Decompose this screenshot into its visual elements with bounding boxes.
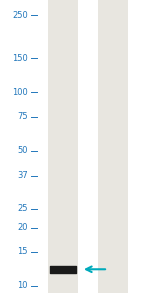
Text: 37: 37 — [17, 171, 28, 180]
Text: 15: 15 — [17, 247, 28, 256]
Text: 150: 150 — [12, 54, 28, 63]
Text: 100: 100 — [12, 88, 28, 97]
Text: 50: 50 — [17, 146, 28, 155]
Text: 10: 10 — [17, 282, 28, 290]
Bar — [48, 0, 78, 293]
Bar — [98, 0, 128, 293]
Text: 25: 25 — [17, 205, 28, 213]
Text: 20: 20 — [17, 223, 28, 232]
Text: 250: 250 — [12, 11, 28, 20]
Text: 75: 75 — [17, 112, 28, 121]
